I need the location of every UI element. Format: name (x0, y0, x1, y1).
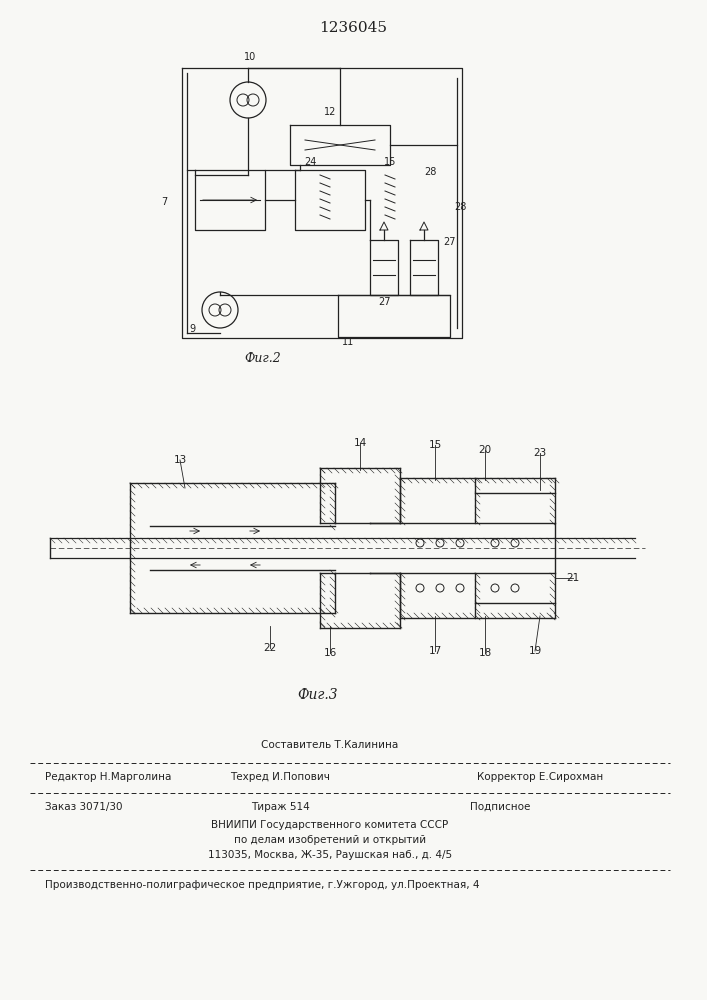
Text: 17: 17 (428, 646, 442, 656)
Text: 28: 28 (454, 202, 466, 212)
Text: 9: 9 (189, 324, 195, 334)
Text: 15: 15 (384, 157, 396, 167)
Text: 13: 13 (173, 455, 187, 465)
Text: 1236045: 1236045 (319, 21, 387, 35)
Text: 28: 28 (423, 167, 436, 177)
Text: Подписное: Подписное (470, 802, 530, 812)
Text: Корректор Е.Сирохман: Корректор Е.Сирохман (477, 772, 603, 782)
Text: 16: 16 (323, 648, 337, 658)
Text: 14: 14 (354, 438, 367, 448)
Text: Составитель Т.Калинина: Составитель Т.Калинина (262, 740, 399, 750)
Text: 11: 11 (342, 337, 354, 347)
Text: 20: 20 (479, 445, 491, 455)
Text: 27: 27 (379, 297, 391, 307)
Text: 18: 18 (479, 648, 491, 658)
Text: 24: 24 (304, 157, 316, 167)
Text: 23: 23 (533, 448, 547, 458)
Text: Редактор Н.Марголина: Редактор Н.Марголина (45, 772, 171, 782)
Text: 21: 21 (566, 573, 580, 583)
Text: 10: 10 (244, 52, 256, 62)
Text: Тираж 514: Тираж 514 (250, 802, 310, 812)
Text: ВНИИПИ Государственного комитета СССР: ВНИИПИ Государственного комитета СССР (211, 820, 449, 830)
Text: 27: 27 (444, 237, 456, 247)
Text: по делам изобретений и открытий: по делам изобретений и открытий (234, 835, 426, 845)
Text: 15: 15 (428, 440, 442, 450)
Text: 22: 22 (264, 643, 276, 653)
Text: Фиг.2: Фиг.2 (245, 352, 281, 364)
Text: 12: 12 (324, 107, 337, 117)
Text: 19: 19 (528, 646, 542, 656)
Text: 113035, Москва, Ж-35, Раушская наб., д. 4/5: 113035, Москва, Ж-35, Раушская наб., д. … (208, 850, 452, 860)
Text: 7: 7 (161, 197, 167, 207)
Text: Заказ 3071/30: Заказ 3071/30 (45, 802, 122, 812)
Text: Техред И.Попович: Техред И.Попович (230, 772, 330, 782)
Text: Фиг.3: Фиг.3 (298, 688, 339, 702)
Text: Производственно-полиграфическое предприятие, г.Ужгород, ул.Проектная, 4: Производственно-полиграфическое предприя… (45, 880, 479, 890)
